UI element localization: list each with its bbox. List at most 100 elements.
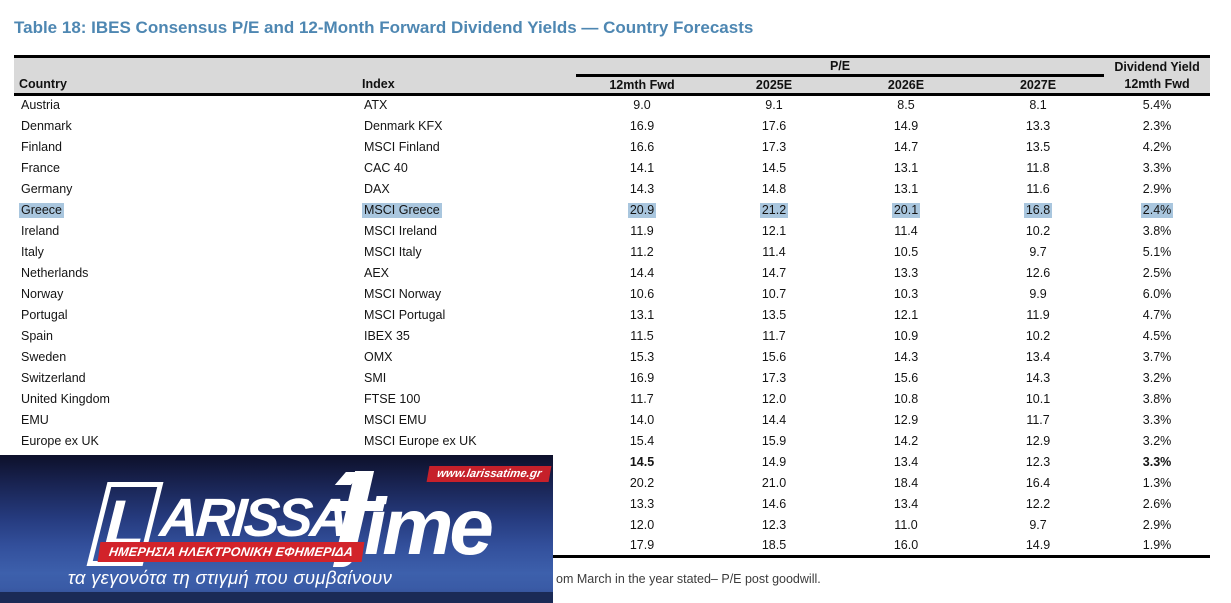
table-row: Italy MSCI Italy 11.2 11.4 10.5 9.7 5.1% xyxy=(14,242,1210,263)
pe-2027-cell: 13.3 xyxy=(1025,118,1051,133)
footnote-visible-text: om March in the year stated– P/E post go… xyxy=(556,572,821,586)
dy-12m-cell: 3.3% xyxy=(1142,412,1172,427)
logo-t-flag xyxy=(334,472,362,485)
pe-2027-cell: 12.9 xyxy=(1025,433,1051,448)
pe-2025-cell: 12.3 xyxy=(761,517,787,532)
pe-2026-cell: 10.8 xyxy=(893,391,919,406)
dy-12m-cell: 5.1% xyxy=(1142,244,1172,259)
col-header-pe-2027: 2027E xyxy=(1019,78,1057,92)
pe-2027-cell: 11.9 xyxy=(1026,307,1050,322)
country-cell: EMU xyxy=(21,412,49,427)
table-row: Austria ATX 9.0 9.1 8.5 8.1 5.4% xyxy=(14,95,1210,116)
pe-12m-cell: 20.9 xyxy=(627,202,657,218)
pe-2025-cell: 10.7 xyxy=(761,286,787,301)
pe-2025-cell: 11.4 xyxy=(762,244,786,259)
col-header-pe-2025: 2025E xyxy=(755,78,793,92)
dy-12m-cell: 3.8% xyxy=(1142,391,1172,406)
table-body: Austria ATX 9.0 9.1 8.5 8.1 5.4% Denmark… xyxy=(14,95,1210,557)
index-cell: DAX xyxy=(364,181,390,196)
dy-12m-cell: 3.2% xyxy=(1142,370,1172,385)
pe-12m-cell: 14.0 xyxy=(629,412,655,427)
table-row: 20.2 21.0 18.4 16.4 1.3% xyxy=(14,473,1210,494)
logo-website-url: www.larissatime.gr xyxy=(426,466,552,482)
country-cell: Germany xyxy=(21,181,73,196)
table-row: Switzerland SMI 16.9 17.3 15.6 14.3 3.2% xyxy=(14,368,1210,389)
country-cell: France xyxy=(21,160,60,175)
pe-2027-cell: 12.3 xyxy=(1025,454,1051,469)
col-header-pe-2026: 2026E xyxy=(887,78,925,92)
pe-12m-cell: 20.2 xyxy=(629,475,655,490)
table-header: P/E Dividend Yield Country Index 12mth F… xyxy=(14,56,1211,95)
index-cell: FTSE 100 xyxy=(364,391,421,406)
table-row: Germany DAX 14.3 14.8 13.1 11.6 2.9% xyxy=(14,179,1210,200)
table-row: Spain IBEX 35 11.5 11.7 10.9 10.2 4.5% xyxy=(14,326,1210,347)
pe-2025-cell: 9.1 xyxy=(765,98,783,113)
table-row: 14.5 14.9 13.4 12.3 3.3% xyxy=(14,452,1210,473)
larissatime-logo-overlay: L ARISSA ime www.larissatime.gr ΗΜΕΡΗΣΙΑ… xyxy=(0,455,553,603)
dy-12m-cell: 6.0% xyxy=(1142,286,1172,301)
pe-2025-cell: 17.3 xyxy=(761,139,787,154)
index-cell: AEX xyxy=(364,265,390,280)
table-row: United Kingdom FTSE 100 11.7 12.0 10.8 1… xyxy=(14,389,1210,410)
pe-2026-cell: 13.1 xyxy=(893,181,919,196)
pe-2026-cell: 14.9 xyxy=(893,118,919,133)
pe-2026-cell: 11.0 xyxy=(894,517,918,532)
index-cell: MSCI Italy xyxy=(364,244,422,259)
pe-2026-cell: 18.4 xyxy=(893,475,919,490)
dy-12m-cell: 3.2% xyxy=(1142,433,1172,448)
pe-2026-cell: 10.3 xyxy=(893,286,919,301)
pe-2026-cell: 20.1 xyxy=(891,202,921,218)
pe-2025-cell: 13.5 xyxy=(761,307,787,322)
pe-2027-cell: 12.2 xyxy=(1025,496,1051,511)
table-title: Table 18: IBES Consensus P/E and 12-Mont… xyxy=(14,18,754,37)
index-cell: SMI xyxy=(364,370,387,385)
index-cell: IBEX 35 xyxy=(364,328,410,343)
pe-2027-cell: 14.3 xyxy=(1025,370,1051,385)
pe-12m-cell: 12.0 xyxy=(629,517,655,532)
dy-12m-cell: 1.3% xyxy=(1142,475,1172,490)
country-cell: Europe ex UK xyxy=(21,433,99,448)
table-row: France CAC 40 14.1 14.5 13.1 11.8 3.3% xyxy=(14,158,1210,179)
pe-2025-cell: 14.7 xyxy=(761,265,787,280)
col-header-country: Country xyxy=(19,77,67,92)
pe-2027-cell: 11.8 xyxy=(1026,160,1050,175)
table-row: Europe ex UK MSCI Europe ex UK 15.4 15.9… xyxy=(14,431,1210,452)
pe-12m-cell: 16.9 xyxy=(629,370,655,385)
pe-2027-cell: 14.9 xyxy=(1025,537,1051,552)
pe-12m-cell: 13.1 xyxy=(629,307,655,322)
col-header-pe-12m: 12mth Fwd xyxy=(609,78,675,92)
pe-2025-cell: 21.0 xyxy=(761,475,787,490)
index-cell: OMX xyxy=(364,349,393,364)
country-cell: Ireland xyxy=(21,223,60,238)
table-row: Sweden OMX 15.3 15.6 14.3 13.4 3.7% xyxy=(14,347,1210,368)
pe-2027-cell: 13.5 xyxy=(1025,139,1051,154)
pe-2025-cell: 14.6 xyxy=(761,496,787,511)
pe-2025-cell: 21.2 xyxy=(759,202,789,218)
pe-12m-cell: 16.6 xyxy=(629,139,655,154)
country-cell: Finland xyxy=(21,139,62,154)
dy-12m-cell: 1.9% xyxy=(1142,537,1172,552)
logo-arissa-text: ARISSA xyxy=(157,488,349,548)
pe-2027-cell: 10.2 xyxy=(1025,328,1051,343)
dividend-yield-group-header: Dividend Yield xyxy=(1114,59,1200,74)
table-row: Denmark Denmark KFX 16.9 17.6 14.9 13.3 … xyxy=(14,116,1210,137)
table-row: Portugal MSCI Portugal 13.1 13.5 12.1 11… xyxy=(14,305,1210,326)
pe-2025-cell: 15.9 xyxy=(761,433,787,448)
index-cell: MSCI Portugal xyxy=(364,307,446,322)
pe-2026-cell: 14.7 xyxy=(893,139,919,154)
pe-2026-cell: 13.1 xyxy=(893,160,919,175)
pe-12m-cell: 13.3 xyxy=(629,496,655,511)
pe-2027-cell: 9.7 xyxy=(1029,244,1047,259)
dy-12m-cell: 2.9% xyxy=(1142,181,1172,196)
dy-12m-cell: 3.3% xyxy=(1142,454,1172,469)
pe-2026-cell: 10.5 xyxy=(893,244,919,259)
index-cell: MSCI Greece xyxy=(362,202,442,218)
col-header-index: Index xyxy=(362,77,395,92)
index-cell: ATX xyxy=(364,98,388,113)
pe-2026-cell: 13.4 xyxy=(893,454,919,469)
table-row: 17.9 18.5 16.0 14.9 1.9% xyxy=(14,536,1210,557)
pe-12m-cell: 14.4 xyxy=(629,265,655,280)
dy-12m-cell: 5.4% xyxy=(1142,98,1172,113)
logo-time-text: ime xyxy=(364,482,494,571)
pe-2025-cell: 14.5 xyxy=(761,160,787,175)
